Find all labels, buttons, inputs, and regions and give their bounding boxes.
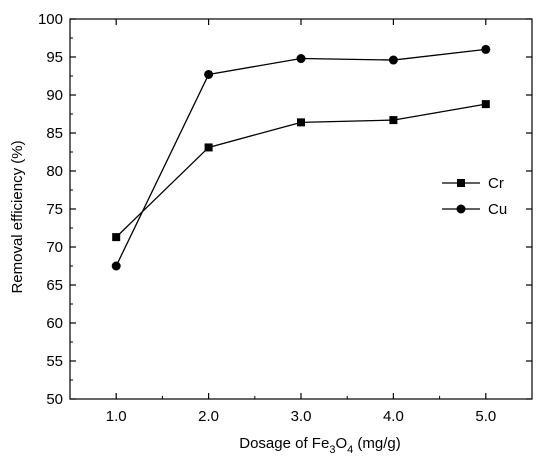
y-tick-label: 60	[46, 315, 63, 332]
legend-marker-cu	[456, 204, 466, 214]
y-axis-title: Removal efficiency (%)	[9, 140, 26, 293]
data-point-cu	[204, 69, 214, 79]
x-tick-label: 5.0	[475, 408, 496, 425]
y-tick-label: 100	[38, 11, 63, 28]
legend-marker-cr	[457, 179, 465, 187]
legend-label-cr: Cr	[488, 175, 504, 192]
y-tick-label: 95	[46, 49, 63, 66]
x-axis-title-part-1: Dosage of Fe	[239, 435, 329, 452]
legend: Cr Cu	[442, 175, 507, 218]
y-tick-label: 80	[46, 163, 63, 180]
x-tick-label: 2.0	[198, 408, 219, 425]
legend-label-cu: Cu	[488, 201, 507, 218]
x-tick-label: 1.0	[106, 408, 127, 425]
data-point-cu	[481, 44, 491, 54]
series-layer	[111, 44, 491, 271]
y-tick-label: 75	[46, 201, 63, 218]
legend-item-cr: Cr	[442, 175, 504, 192]
series-line-cu	[115, 48, 486, 267]
data-point-cu	[296, 54, 306, 64]
data-point-cr	[112, 233, 121, 242]
x-tick-label: 3.0	[291, 408, 312, 425]
y-tick-label: 50	[46, 391, 63, 408]
x-tick-label: 4.0	[383, 408, 404, 425]
data-point-cu	[388, 55, 398, 65]
x-axis-title: Dosage of Fe3O4 (mg/g)	[239, 435, 401, 456]
y-tick-label: 55	[46, 353, 63, 370]
series-cr	[112, 100, 490, 242]
data-point-cr	[297, 118, 305, 127]
y-axis: 50 55 60 65 70 75 80 85 90 95 100	[38, 11, 532, 408]
x-axis-title-part-3: (mg/g)	[353, 435, 401, 452]
series-cu	[111, 44, 491, 271]
data-point-cr	[389, 116, 398, 125]
y-tick-label: 70	[46, 239, 63, 256]
y-tick-label: 90	[46, 87, 63, 104]
legend-item-cu: Cu	[442, 201, 507, 218]
x-axis-title-subscript-1: 3	[329, 444, 335, 456]
data-point-cu	[111, 261, 121, 271]
x-axis-title-subscript-2: 4	[347, 444, 353, 456]
data-point-cr	[204, 143, 213, 152]
x-axis: 1.0 2.0 3.0 4.0 5.0	[69, 19, 533, 425]
y-tick-label: 65	[46, 277, 63, 294]
x-axis-title-part-2: O	[335, 435, 347, 452]
y-tick-label: 85	[46, 125, 63, 142]
data-point-cr	[481, 100, 490, 109]
